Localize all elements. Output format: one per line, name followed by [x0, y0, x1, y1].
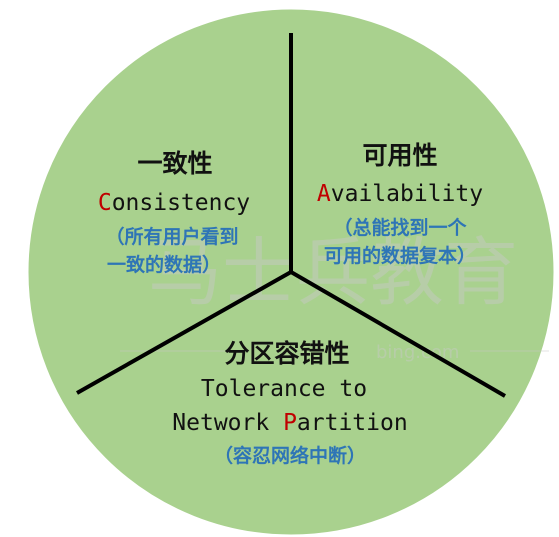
- divider-left: [76, 270, 292, 395]
- divider-right: [289, 270, 507, 398]
- partition-en-line1: Tolerance to: [201, 376, 367, 402]
- partition-cn-title: 分区容错性: [224, 339, 349, 368]
- availability-cn-title: 可用性: [362, 141, 437, 170]
- consistency-note-line1: （所有用户看到: [105, 225, 238, 248]
- partition-line2-rest: artition: [297, 410, 408, 436]
- consistency-en-title: Consistency: [98, 190, 250, 216]
- consistency-rest: onsistency: [112, 190, 250, 216]
- availability-section: 可用性 Availability （总能找到一个 可用的数据复本）: [317, 141, 483, 267]
- partition-note: （容忍网络中断）: [214, 444, 366, 467]
- partition-en-line2: Network Partition: [172, 410, 407, 436]
- availability-note-line1: （总能找到一个: [333, 216, 467, 239]
- availability-initial: A: [317, 181, 331, 207]
- watermark: 马士兵教育 bing.com: [120, 230, 549, 363]
- partition-section: 分区容错性 Tolerance to Network Partition （容忍…: [172, 339, 407, 467]
- availability-note-line2: 可用的数据复本）: [324, 244, 476, 267]
- consistency-initial: C: [98, 190, 112, 216]
- partition-line2-pre: Network: [172, 410, 283, 436]
- watermark-logo-text: 马士兵教育: [148, 230, 518, 316]
- consistency-section: 一致性 Consistency （所有用户看到 一致的数据）: [98, 149, 250, 276]
- availability-rest: vailability: [331, 181, 483, 207]
- dividers: [76, 33, 507, 398]
- consistency-note-line2: 一致的数据）: [107, 253, 221, 276]
- consistency-cn-title: 一致性: [137, 149, 212, 178]
- partition-initial: P: [283, 410, 297, 436]
- availability-en-title: Availability: [317, 181, 483, 207]
